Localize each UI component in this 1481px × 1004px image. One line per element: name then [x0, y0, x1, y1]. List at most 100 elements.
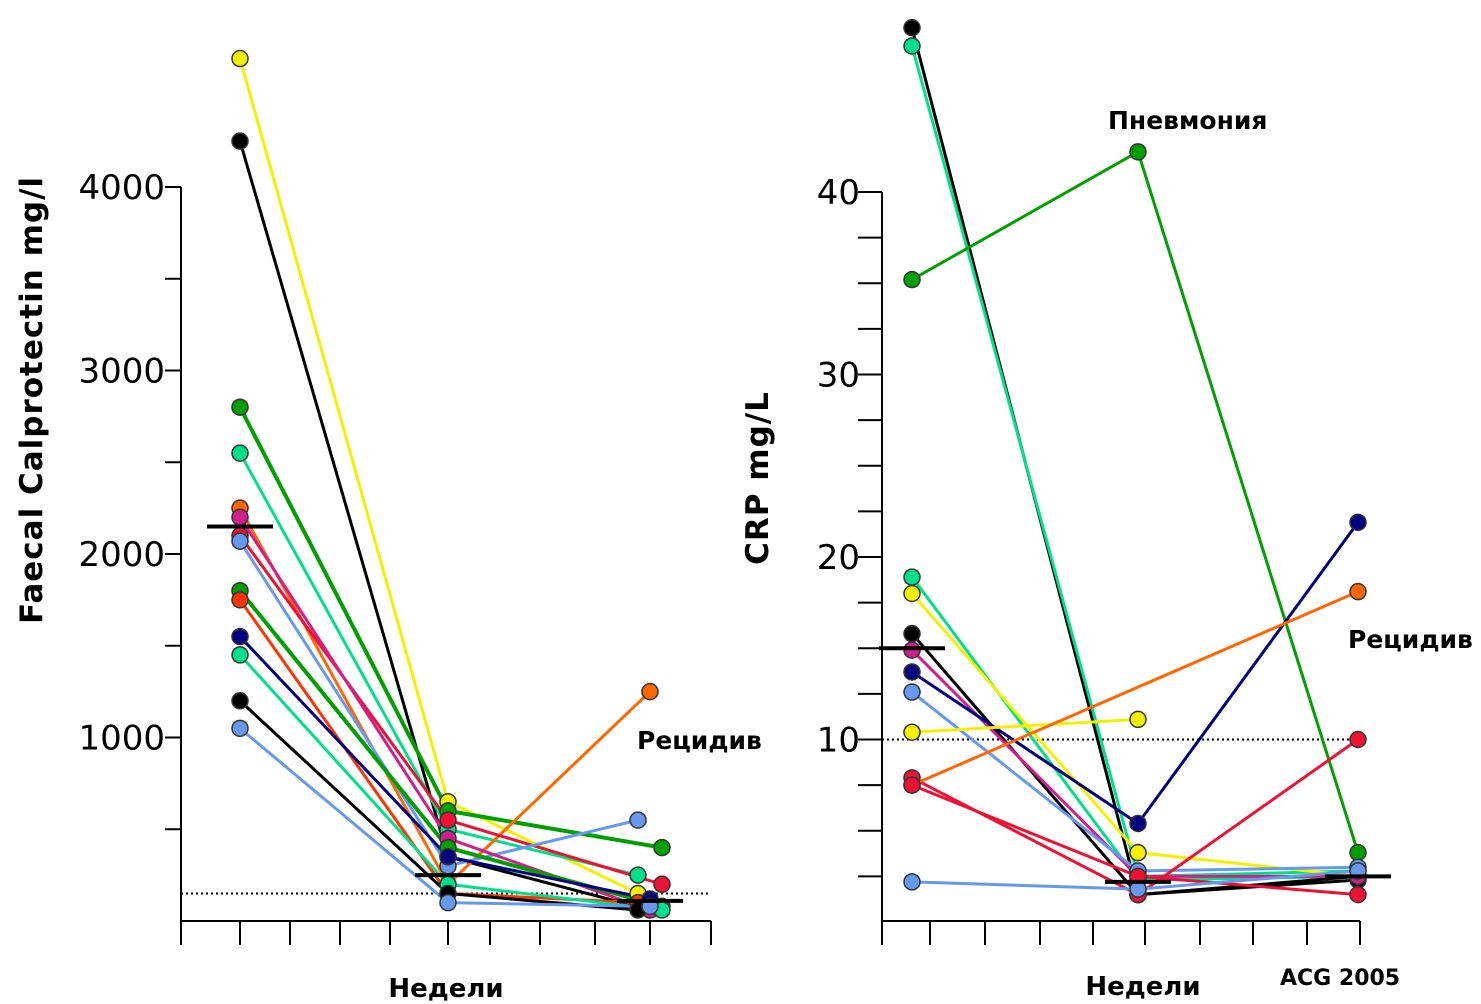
right-y-tick-label: 10 [817, 721, 860, 761]
left-series-line [447, 808, 663, 850]
right-data-point [903, 873, 921, 891]
right-data-point [1349, 582, 1367, 601]
left-series-line [238, 406, 450, 812]
right-series-line [911, 783, 1139, 878]
right-series-line [910, 576, 1140, 881]
right-series-line [910, 45, 1140, 877]
right-series-line [1136, 521, 1360, 825]
right-series-lines [910, 27, 1360, 897]
left-data-point [231, 591, 249, 609]
left-series-points [231, 49, 671, 919]
right-data-point [903, 568, 921, 586]
right-data-point [903, 776, 921, 794]
left-data-point [231, 719, 249, 738]
right-data-point [1349, 843, 1367, 862]
left-data-point [231, 49, 249, 68]
right-series-line [911, 880, 1139, 891]
right-series-line [911, 590, 1359, 787]
left-data-point [231, 532, 249, 550]
source-credit: ACG 2005 [1280, 966, 1400, 991]
right-series-line [910, 592, 1140, 854]
right-data-point [1129, 843, 1147, 862]
right-data-point [1349, 513, 1367, 532]
right-data-point [1349, 730, 1367, 749]
left-series-line [447, 891, 639, 912]
left-data-point [629, 811, 647, 829]
right-y-ticks: 10 20 30 40 [817, 173, 882, 878]
left-series-line [446, 690, 652, 886]
right-data-point [903, 37, 921, 55]
left-y-tick-label: 2000 [78, 535, 165, 575]
left-series-line [238, 452, 450, 830]
right-series-line [911, 776, 1139, 896]
right-series-line [1137, 874, 1359, 897]
left-data-point [231, 132, 249, 150]
right-series-line [911, 670, 1139, 825]
left-series-line [447, 855, 651, 901]
left-data-point [231, 627, 249, 646]
right-data-point [1349, 885, 1367, 904]
right-data-point [1129, 710, 1147, 729]
left-x-axis-title: Недели [388, 974, 503, 1004]
left-series-line [447, 901, 651, 908]
right-y-tick-label: 20 [817, 538, 860, 578]
left-series-line [239, 727, 449, 904]
left-data-point [641, 682, 659, 701]
right-series-line [1136, 151, 1360, 854]
left-y-axis-title: Faecal Calprotectin mg/l [14, 176, 50, 624]
left-series-line [238, 699, 450, 895]
right-data-point [903, 270, 921, 289]
right-data-point [903, 663, 921, 681]
right-data-point [903, 584, 921, 603]
right-series-line [1137, 738, 1359, 896]
left-data-point [231, 646, 249, 664]
left-series-line [238, 635, 450, 858]
right-series-line [911, 717, 1139, 734]
left-data-point [653, 838, 671, 857]
left-series-line [238, 516, 450, 840]
right-series-points [903, 19, 1367, 904]
left-series-line [238, 58, 450, 803]
left-series-line [238, 540, 450, 867]
left-y-tick-label: 1000 [78, 719, 165, 759]
right-data-point [903, 19, 921, 37]
left-series-line [238, 140, 450, 858]
right-x-axis-title: Недели [1085, 972, 1200, 1002]
left-data-point [231, 444, 249, 462]
right-y-tick-label: 30 [817, 356, 860, 396]
right-relapse-annotation: Рецидив [1348, 625, 1473, 654]
left-series-line [447, 818, 663, 886]
calprotectin-panel: 1000 2000 3000 4000 Faecal Calprotectin mg/… [14, 49, 762, 1004]
crp-panel: 10 20 30 40 CRP mg/L Недели Пневмония Рецид… [740, 19, 1473, 1002]
right-y-tick-label: 40 [817, 173, 860, 213]
right-series-line [911, 150, 1139, 281]
left-data-point [231, 508, 249, 527]
right-data-point [903, 624, 921, 643]
left-series-line [238, 589, 450, 849]
right-series-line [1137, 869, 1359, 891]
left-x-ticks [180, 921, 712, 945]
right-data-point [1129, 143, 1147, 161]
left-data-point [653, 875, 671, 894]
right-series-line [910, 649, 1140, 878]
left-series-lines [238, 58, 663, 912]
left-data-point [439, 811, 457, 829]
left-y-tick-label: 4000 [78, 168, 165, 208]
pneumonia-annotation: Пневмония [1108, 106, 1267, 135]
right-y-axis-title: CRP mg/L [740, 391, 776, 565]
right-series-line [911, 690, 1139, 873]
right-data-point [903, 683, 921, 701]
right-series-line [1137, 851, 1359, 878]
left-data-point [629, 866, 647, 884]
left-series-line [447, 845, 663, 909]
right-data-point [903, 723, 921, 741]
left-data-point [439, 893, 457, 912]
left-series-line [238, 653, 450, 886]
right-data-point [1129, 814, 1147, 833]
left-y-ticks: 1000 2000 3000 4000 [78, 168, 181, 831]
left-median-markers [207, 524, 683, 903]
left-data-point [231, 692, 249, 710]
right-median-markers [879, 646, 1391, 884]
left-y-tick-label: 3000 [78, 352, 165, 392]
